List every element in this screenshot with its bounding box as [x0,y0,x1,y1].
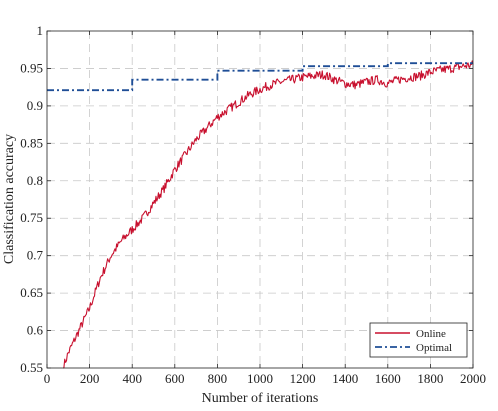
x-tick-label: 800 [208,371,228,386]
legend: Online Optimal [369,322,468,358]
y-axis-label: Classification accuracy [2,134,17,264]
y-tick-label: 0.6 [27,323,44,338]
y-tick-label: 0.55 [20,360,43,375]
x-axis-label: Number of iterations [202,391,319,406]
legend-label-optimal: Optimal [416,342,452,354]
legend-label-online: Online [416,328,446,340]
y-tick-label: 0.65 [20,285,43,300]
x-tick-label: 600 [165,371,185,386]
legend-box [369,322,468,358]
series-online-line [62,60,474,369]
x-tick-label: 1000 [247,371,273,386]
x-tick-label: 1600 [375,371,401,386]
x-tick-label: 200 [80,371,100,386]
x-tick-label: 2000 [460,371,486,386]
y-tick-label: 1 [37,23,44,38]
ticks: 0 200 400 600 800 1000 1200 1400 1600 1800 2000 0.5… [20,23,486,386]
y-tick-label: 0.75 [20,210,43,225]
y-tick-label: 0.85 [20,135,43,150]
x-tick-label: 400 [122,371,142,386]
x-tick-label: 0 [44,371,51,386]
grid [47,31,473,368]
y-tick-label: 0.8 [27,173,43,188]
x-tick-label: 1200 [290,371,316,386]
series-optimal-line [47,62,473,92]
series-layer [47,60,474,369]
y-tick-label: 0.9 [27,98,43,113]
y-tick-label: 0.7 [27,248,44,263]
x-tick-label: 1400 [332,371,358,386]
x-tick-label: 1800 [417,371,443,386]
y-tick-label: 0.95 [20,60,43,75]
